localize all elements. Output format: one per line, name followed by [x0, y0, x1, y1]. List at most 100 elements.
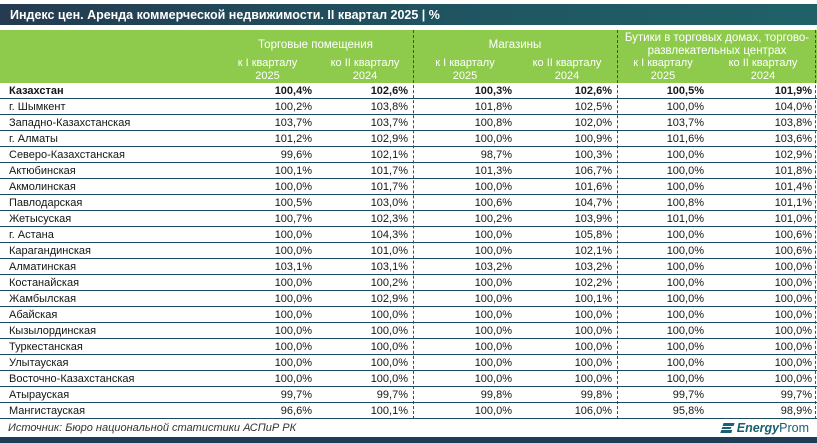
value-cell: 101,9% [774, 84, 812, 97]
value-cell: 101,2% [274, 132, 312, 145]
table-row: Казахстан 100,4% 102,6% 100,3% 102,6% 100,5% 1… [0, 83, 817, 99]
source-note: Источник: Бюро национальной статистики А… [8, 422, 297, 434]
value-cell: 100,0% [574, 340, 612, 353]
subheader-period: к I кварталу [435, 57, 495, 69]
region-name: Северо-Казахстанская [9, 148, 125, 161]
value-cell: 100,5% [666, 84, 704, 97]
region-name: Мангистауская [9, 404, 86, 417]
value-cell: 100,1% [370, 404, 408, 417]
table-row: Жамбылская 100,0% 102,9% 100,0% 100,1% 100,0%… [0, 291, 817, 307]
value-cell: 100,6% [774, 228, 812, 241]
value-cell: 100,0% [474, 180, 512, 193]
value-cell: 100,2% [370, 276, 408, 289]
column-group-retail-premises: Торговые помещения [218, 30, 413, 57]
table-row: Абайская 100,0% 100,0% 100,0% 100,0% 100,0% 10… [0, 307, 817, 323]
value-cell: 100,1% [574, 292, 612, 305]
value-cell: 101,8% [774, 164, 812, 177]
value-cell: 100,0% [666, 244, 704, 257]
value-cell: 103,2% [474, 260, 512, 273]
value-cell: 103,7% [370, 116, 408, 129]
value-cell: 105,8% [574, 228, 612, 241]
value-cell: 100,0% [274, 356, 312, 369]
value-cell: 100,0% [274, 308, 312, 321]
value-cell: 100,0% [474, 132, 512, 145]
value-cell: 100,0% [666, 340, 704, 353]
table-row: Туркестанская 100,0% 100,0% 100,0% 100,0% 100… [0, 339, 817, 355]
value-cell: 99,8% [580, 388, 612, 401]
value-cell: 100,0% [666, 372, 704, 385]
value-cell: 98,9% [780, 404, 812, 417]
value-cell: 102,0% [574, 116, 612, 129]
value-cell: 100,4% [274, 84, 312, 97]
subheader-period: к I кварталу [633, 57, 693, 69]
value-cell: 100,0% [474, 228, 512, 241]
value-cell: 101,6% [666, 132, 704, 145]
page-title: Индекс цен. Аренда коммерческой недвижим… [10, 7, 440, 22]
energyprom-logo: EnergyProm [720, 421, 809, 435]
value-cell: 102,6% [370, 84, 408, 97]
value-cell: 102,2% [574, 276, 612, 289]
value-cell: 100,0% [574, 308, 612, 321]
value-cell: 100,0% [666, 324, 704, 337]
column-group-label: Магазины [488, 38, 542, 51]
value-cell: 100,6% [474, 196, 512, 209]
value-cell: 100,2% [474, 212, 512, 225]
value-cell: 100,0% [370, 372, 408, 385]
value-cell: 100,1% [274, 164, 312, 177]
value-cell: 100,0% [370, 356, 408, 369]
value-cell: 104,3% [370, 228, 408, 241]
value-cell: 99,7% [376, 388, 408, 401]
table-row: Акмолинская 100,0% 101,7% 100,0% 101,6% 100,0… [0, 179, 817, 195]
column-group-label: Бутики в торговых домах, торгово-развлек… [624, 32, 810, 57]
value-cell: 103,1% [274, 260, 312, 273]
value-cell: 102,9% [370, 292, 408, 305]
value-cell: 100,0% [474, 340, 512, 353]
subheader-year: 2024 [352, 70, 378, 82]
table-row: Карагандинская 100,0% 101,0% 100,0% 102,1% 10… [0, 243, 817, 259]
value-cell: 103,8% [774, 116, 812, 129]
table-row: Северо-Казахстанская 99,6% 102,1% 98,7% 100,… [0, 147, 817, 163]
value-cell: 100,0% [274, 276, 312, 289]
region-name: Западно-Казахстанская [9, 116, 131, 129]
table-row: Улытауская 100,0% 100,0% 100,0% 100,0% 100,0%… [0, 355, 817, 371]
region-name: г. Шымкент [9, 100, 66, 113]
region-name: Улытауская [9, 356, 69, 369]
value-cell: 103,7% [274, 116, 312, 129]
value-cell: 101,7% [370, 180, 408, 193]
value-cell: 99,6% [280, 148, 312, 161]
value-cell: 100,0% [774, 308, 812, 321]
value-cell: 100,0% [274, 244, 312, 257]
value-cell: 104,7% [574, 196, 612, 209]
table-row: Жетысуская 100,7% 102,3% 100,2% 103,9% 101,0%… [0, 211, 817, 227]
value-cell: 100,0% [274, 324, 312, 337]
value-cell: 101,4% [774, 180, 812, 193]
value-cell: 101,7% [370, 164, 408, 177]
value-cell: 100,8% [474, 116, 512, 129]
value-cell: 100,0% [774, 324, 812, 337]
table-row: Кызылординская 100,0% 100,0% 100,0% 100,0% 10… [0, 323, 817, 339]
value-cell: 100,5% [274, 196, 312, 209]
value-cell: 101,3% [474, 164, 512, 177]
region-name: Казахстан [9, 84, 64, 97]
subheader-period: ко II кварталу [330, 57, 400, 69]
value-cell: 100,0% [666, 292, 704, 305]
value-cell: 100,0% [474, 244, 512, 257]
value-cell: 103,6% [774, 132, 812, 145]
value-cell: 100,0% [666, 100, 704, 113]
table-row: г. Шымкент 100,2% 103,8% 101,8% 102,5% 100,0%… [0, 99, 817, 115]
value-cell: 100,0% [666, 308, 704, 321]
value-cell: 100,0% [774, 260, 812, 273]
region-name: Акмолинская [9, 180, 76, 193]
value-cell: 100,0% [666, 148, 704, 161]
value-cell: 100,0% [474, 404, 512, 417]
region-name: Туркестанская [9, 340, 83, 353]
value-cell: 100,0% [774, 292, 812, 305]
value-cell: 100,0% [474, 356, 512, 369]
subheader-year: 2025 [255, 70, 280, 82]
value-cell: 103,1% [370, 260, 408, 273]
subheader-q2-2024: ко II кварталу 2024 [709, 57, 817, 83]
subheader-year: 2025 [452, 70, 478, 82]
subheader-q2-2024: ко II кварталу 2024 [517, 57, 617, 83]
table-row: г. Алматы 101,2% 102,9% 100,0% 100,9% 101,6% 1… [0, 131, 817, 147]
value-cell: 100,3% [474, 84, 512, 97]
